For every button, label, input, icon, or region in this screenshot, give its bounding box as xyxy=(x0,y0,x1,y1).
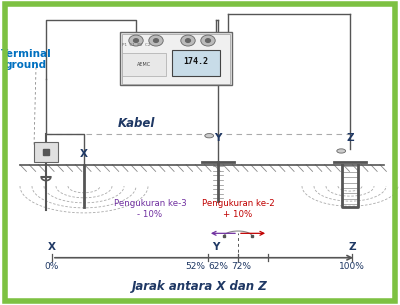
Ellipse shape xyxy=(337,149,346,153)
Text: Jarak antara X dan Z: Jarak antara X dan Z xyxy=(132,280,268,293)
Text: Y: Y xyxy=(212,242,220,252)
Text: 100%: 100% xyxy=(339,262,365,271)
Text: X: X xyxy=(48,242,56,252)
Bar xyxy=(122,53,166,76)
Circle shape xyxy=(186,39,190,42)
Circle shape xyxy=(206,39,210,42)
Text: AEMC: AEMC xyxy=(137,62,151,66)
Text: 174.2: 174.2 xyxy=(184,57,208,66)
Bar xyxy=(34,142,58,162)
Text: Terminal
ground: Terminal ground xyxy=(1,49,51,70)
Text: P1  C1  P2  C2: P1 C1 P2 C2 xyxy=(122,43,150,47)
Bar xyxy=(120,32,232,85)
Text: Y: Y xyxy=(214,133,222,143)
Text: 0%: 0% xyxy=(45,262,59,271)
Circle shape xyxy=(154,39,158,42)
Circle shape xyxy=(201,35,215,46)
Text: Pengukuran ke-3
- 10%: Pengukuran ke-3 - 10% xyxy=(114,199,186,219)
Text: X: X xyxy=(80,149,88,159)
Text: Z: Z xyxy=(348,242,356,252)
Circle shape xyxy=(129,35,143,46)
Text: 52%: 52% xyxy=(185,262,205,271)
Circle shape xyxy=(134,39,138,42)
Text: Kabel: Kabel xyxy=(117,117,155,130)
Bar xyxy=(172,50,220,76)
Text: 72%: 72% xyxy=(232,262,252,271)
Text: 62%: 62% xyxy=(208,262,228,271)
Ellipse shape xyxy=(205,134,214,138)
Text: Z: Z xyxy=(346,133,354,143)
Text: Pengukuran ke-2
+ 10%: Pengukuran ke-2 + 10% xyxy=(202,199,274,219)
Circle shape xyxy=(149,35,163,46)
Circle shape xyxy=(181,35,195,46)
Bar xyxy=(122,34,230,84)
